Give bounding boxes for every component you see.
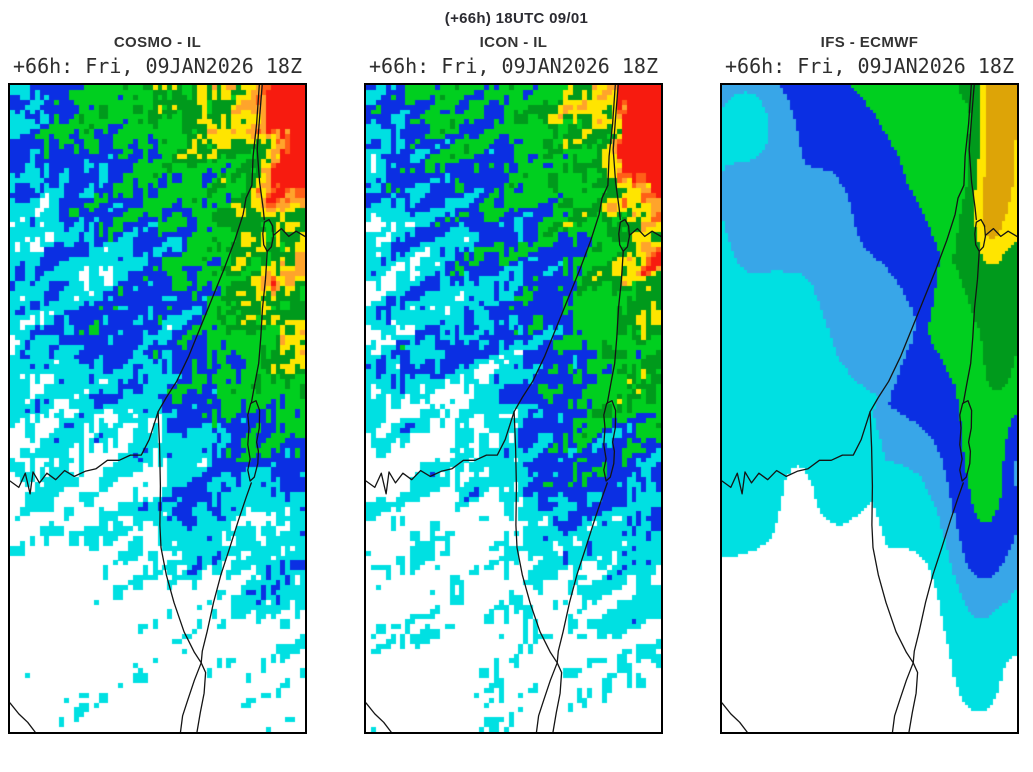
precip-field-canvas — [366, 85, 661, 732]
basemap-overlay — [10, 85, 305, 732]
forecast-comparison-page: (+66h) 18UTC 09/01 COSMO - IL +66h: Fri,… — [0, 10, 1033, 734]
valid-time-label: +66h: Fri, 09JAN2026 18Z — [13, 54, 302, 78]
model-panel-ifs: IFS - ECMWF +66h: Fri, 09JAN2026 18Z — [720, 33, 1019, 734]
valid-time-label: +66h: Fri, 09JAN2026 18Z — [369, 54, 658, 78]
page-title: (+66h) 18UTC 09/01 — [444, 10, 589, 27]
precip-field-canvas — [10, 85, 305, 732]
model-name-label: IFS - ECMWF — [820, 34, 919, 51]
basemap-overlay — [366, 85, 661, 732]
precip-map-cosmo — [8, 83, 307, 734]
precip-map-icon — [364, 83, 663, 734]
model-name-label: ICON - IL — [479, 34, 548, 51]
precip-map-ifs — [720, 83, 1019, 734]
basemap-overlay — [722, 85, 1017, 732]
model-panel-cosmo: COSMO - IL +66h: Fri, 09JAN2026 18Z — [8, 33, 307, 734]
model-panel-icon: ICON - IL +66h: Fri, 09JAN2026 18Z — [364, 33, 663, 734]
panels-row: COSMO - IL +66h: Fri, 09JAN2026 18Z ICON… — [0, 27, 1033, 734]
precip-field-canvas — [722, 85, 1017, 732]
valid-time-label: +66h: Fri, 09JAN2026 18Z — [725, 54, 1014, 78]
model-name-label: COSMO - IL — [113, 34, 202, 51]
